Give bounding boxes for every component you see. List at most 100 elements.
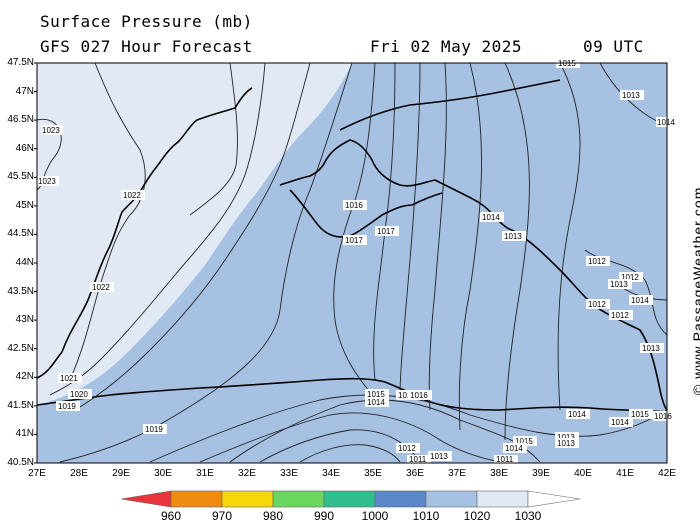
lon-label: 29E [112,468,130,479]
lon-label: 31E [196,468,214,479]
svg-text:1023: 1023 [42,126,60,135]
svg-text:1013: 1013 [642,344,660,353]
isobar-label: 1023 [41,125,63,135]
isobar-1018 [333,62,376,393]
colorbar-label: 980 [262,509,284,523]
isobar-label: 1022 [90,282,114,292]
isobar-label: 1014 [629,295,653,305]
coast-crimea [279,139,513,231]
colorbar-swatch [221,490,274,508]
svg-text:1012: 1012 [398,444,416,453]
isobar-label: 1011 [407,455,431,464]
svg-text:1016: 1016 [345,201,363,210]
isobar-label: 1020 [68,389,92,399]
svg-text:1019: 1019 [58,402,76,411]
svg-text:1013: 1013 [610,280,628,289]
isobar-label: 1011 [494,455,518,464]
svg-text:1014: 1014 [367,398,385,407]
colorbar-swatch [476,490,529,508]
lat-label: 46N [15,143,34,154]
isobar-1014 [458,62,482,431]
lat-label: 42N [15,371,34,382]
svg-text:1016: 1016 [398,391,416,400]
svg-text:1022: 1022 [123,191,141,200]
isobar-label: 1012 [396,443,420,453]
colorbar-arrow-low [120,490,172,508]
lat-label: 45.5N [7,171,34,182]
svg-text:1012: 1012 [621,273,639,282]
svg-text:1012: 1012 [588,300,606,309]
svg-text:1014: 1014 [505,444,523,453]
lon-label: 38E [490,468,508,479]
axis-ticks [34,62,37,464]
isobar-1013 [504,62,530,441]
isobar-label: 1012 [619,272,643,282]
coast-azov [339,79,561,131]
lon-label: 36E [406,468,424,479]
svg-text:1014: 1014 [631,296,649,305]
coast-turkey [36,377,668,413]
svg-text:1013: 1013 [622,91,640,100]
lon-label: 28E [70,468,88,479]
isobar-label: 1017 [375,226,399,236]
forecast-date: Fri 02 May 2025 [370,37,522,56]
svg-text:1019: 1019 [145,425,163,434]
isobar-label: 1015 [513,436,537,446]
forecast-time: 09 UTC [583,37,644,56]
svg-text:1015: 1015 [515,437,533,446]
colorbar-swatch [425,490,478,508]
isobar-label: 1013 [555,432,579,442]
lon-label: 30E [154,468,172,479]
isobar-label: 1014 [365,397,389,407]
isobar-south-d [299,444,401,463]
coast-crimea-south [289,189,443,238]
svg-text:1014: 1014 [482,213,500,222]
lon-label: 37E [448,468,466,479]
svg-text:1011: 1011 [496,455,514,464]
isobar-label: 1013 [620,90,644,100]
isobar-label: 1013 [608,279,632,289]
svg-text:1015: 1015 [631,410,649,419]
isobar-label: 1013 [555,438,579,448]
isobar-label: 1021 [58,373,82,383]
map-subtitle: GFS 027 Hour Forecast [40,37,253,56]
isobar-label: 1019 [143,424,167,434]
isobar-1015 [428,62,447,411]
isobar-label: 1014 [566,409,590,419]
colorbar-label: 970 [211,509,233,523]
lon-label: 33E [280,468,298,479]
isobar-1021 [49,62,266,396]
colorbar-swatch [170,490,223,508]
site-credit: © www.PassageWeather.com [690,186,700,395]
svg-text:1022: 1022 [92,283,110,292]
isobar-label: 1014 [609,417,633,427]
svg-text:1014: 1014 [611,418,629,427]
isobar-label: 1012 [609,310,633,320]
lat-label: 43.5N [7,286,34,297]
isobar-label: 1016 [343,200,367,210]
colorbar-label: 1000 [361,509,389,523]
colorbar-arrow-high [527,490,581,508]
lat-label: 45N [15,200,34,211]
svg-text:1013: 1013 [557,433,575,442]
svg-text:1014: 1014 [657,118,675,127]
isobar-label: 1014 [656,117,675,127]
colorbar-label: 990 [313,509,335,523]
isobar-1020 [74,62,311,411]
pressure-map: 1015 1013 1014 1023 1023 1022 1022 1021 … [34,58,675,464]
svg-text:1015: 1015 [367,390,385,399]
isobar-label: 1012 [586,299,610,309]
lat-label: 44N [15,257,34,268]
svg-text:1012: 1012 [588,257,606,266]
svg-text:1016: 1016 [410,391,428,400]
isobar-south-e [149,394,668,463]
isobar-label: 1013 [502,231,526,241]
svg-text:1013: 1013 [504,232,522,241]
isobar-label: 1014 [503,443,527,453]
colorbar-label: 960 [160,509,182,523]
isobar-label: 1016 [408,390,432,400]
lon-label: 35E [364,468,382,479]
lon-label: 40E [574,468,592,479]
lon-label: 41E [616,468,634,479]
isobar-south-b [199,412,501,463]
